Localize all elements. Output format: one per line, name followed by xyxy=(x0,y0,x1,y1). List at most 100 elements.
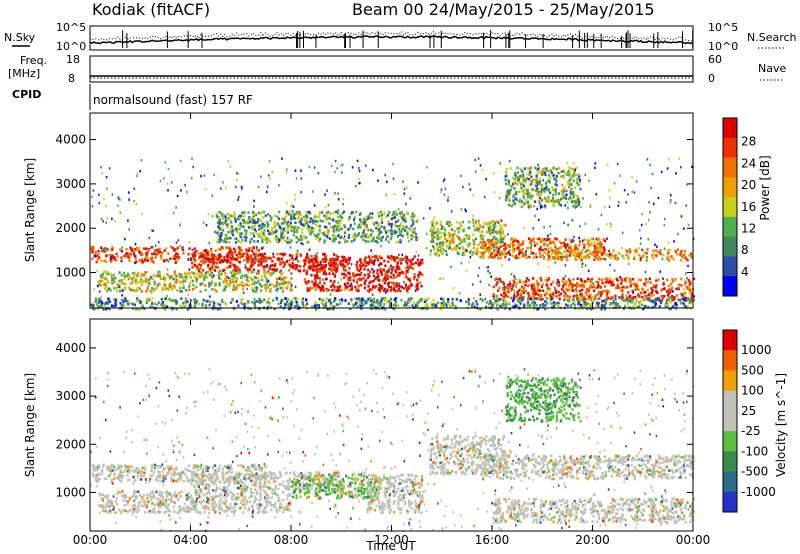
beam-date-title: Beam 00 24/May/2015 - 25/May/2015 xyxy=(352,0,655,19)
power-colorbar-tick: 16 xyxy=(741,200,756,214)
velocity-colorbar-tick: 25 xyxy=(741,404,756,418)
nsearch-line xyxy=(89,30,694,42)
velocity-colorbar-tick: -100 xyxy=(741,444,768,458)
time-axis: 00:00 04:00 08:00 12:00 16:00 20:00 00:00 xyxy=(73,113,711,547)
freq-tick-top: 18 xyxy=(66,53,80,66)
velocity-colorbar-tick: -500 xyxy=(741,465,768,479)
freq-tick-bottom: 8 xyxy=(68,72,75,85)
velocity-colorbar-frame xyxy=(722,329,738,513)
velocity-ytick-label: 1000 xyxy=(55,485,86,499)
velocity-yaxis: 4000 3000 2000 1000 xyxy=(55,341,693,499)
power-yaxis: 4000 3000 2000 1000 xyxy=(55,133,693,280)
x-tick-label: 08:00 xyxy=(274,533,309,547)
power-echo-band xyxy=(90,296,695,311)
x-tick-label: 04:00 xyxy=(173,533,208,547)
velocity-colorbar-swatch xyxy=(723,390,737,412)
power-colorbar-swatch xyxy=(723,177,737,198)
nave-tick-top: 60 xyxy=(708,53,722,66)
power-colorbar-tick: 12 xyxy=(741,222,756,236)
power-echo-band xyxy=(492,277,696,302)
x-tick-label: 00:00 xyxy=(676,533,711,547)
velocity-colorbar-swatch xyxy=(723,431,737,452)
velocity-panel: 4000 3000 2000 1000 Slant Range [km] 1000 50… xyxy=(23,318,788,533)
cpid-value: normalsound (fast) 157 RF xyxy=(93,93,253,107)
power-ytick-label: 4000 xyxy=(55,133,86,147)
nsky-tick-bottom: 10^0 xyxy=(56,40,86,53)
power-colorbar-tick: 24 xyxy=(741,156,756,170)
power-heatmap xyxy=(90,157,696,311)
nsearch-tick-top: 10^5 xyxy=(708,21,738,34)
velocity-echo-band xyxy=(479,453,695,481)
power-colorbar-tick: 20 xyxy=(741,178,756,192)
freq-label-line2: [MHz] xyxy=(8,67,40,80)
power-colorbar-swatch xyxy=(723,256,737,277)
velocity-colorbar-swatch xyxy=(723,451,737,472)
power-colorbar: 28 24 20 16 12 8 4 xyxy=(722,117,756,297)
x-axis-label: Time UT xyxy=(365,539,416,553)
velocity-echo-band xyxy=(291,473,381,500)
power-colorbar-swatch xyxy=(723,216,737,238)
power-colorbar-swatch xyxy=(723,276,737,297)
velocity-echo-band xyxy=(492,497,696,524)
velocity-frame xyxy=(89,318,694,532)
power-colorbar-swatch xyxy=(723,118,737,139)
power-ytick-label: 2000 xyxy=(55,221,86,235)
nsky-label: N.Sky xyxy=(4,31,36,44)
velocity-heatmap xyxy=(90,367,696,533)
velocity-colorbar: 1000 500 100 25 -25 -100 -500 -1000 xyxy=(722,329,776,513)
power-echo-band xyxy=(97,270,294,293)
freq-label-line1: Freq. xyxy=(20,54,47,67)
velocity-colorbar-tick: 100 xyxy=(741,384,764,398)
x-tick-label: 12:00 xyxy=(374,533,409,547)
power-scatter-noise xyxy=(91,157,695,310)
nsky-trace xyxy=(89,30,694,48)
velocity-colorbar-tick: 500 xyxy=(741,363,764,377)
velocity-ytick-label: 4000 xyxy=(55,341,86,355)
power-colorbar-swatch xyxy=(723,157,737,178)
x-tick-label: 20:00 xyxy=(575,533,610,547)
nsky-line xyxy=(89,35,694,45)
velocity-colorbar-swatch xyxy=(723,330,737,351)
nsearch-tick-bottom: 10^0 xyxy=(708,40,738,53)
velocity-colorbar-tick: -1000 xyxy=(741,485,776,499)
velocity-colorbar-swatch xyxy=(723,471,737,493)
power-colorbar-tick: 28 xyxy=(741,135,756,149)
power-colorbar-swatch xyxy=(723,137,737,158)
power-colorbar-tick: 8 xyxy=(741,243,749,257)
power-colorbar-frame xyxy=(722,117,738,297)
nave-tick-bottom: 0 xyxy=(708,72,715,85)
freq-frame xyxy=(89,55,694,83)
cpid-label: CPID xyxy=(12,88,41,101)
velocity-colorbar-tick: -25 xyxy=(741,424,761,438)
nsky-tick-top: 10^5 xyxy=(56,21,86,34)
freq-panel: Freq. [MHz] 18 8 60 0 Nave xyxy=(8,53,786,85)
velocity-colorbar-swatch xyxy=(723,350,737,371)
velocity-ylabel: Slant Range [km] xyxy=(23,373,37,477)
power-echo-band xyxy=(215,210,419,244)
power-ytick-label: 3000 xyxy=(55,177,86,191)
velocity-colorbar-tick: 1000 xyxy=(741,343,772,357)
velocity-colorbar-swatch xyxy=(723,491,737,513)
power-echo-band xyxy=(479,237,607,260)
velocity-colorbar-swatch xyxy=(723,370,737,392)
power-panel: 4000 3000 2000 1000 Slant Range [km] 28 24 20… xyxy=(23,112,772,311)
nave-label: Nave xyxy=(758,62,786,75)
power-echo-band xyxy=(504,166,582,209)
power-echo-band xyxy=(303,254,424,293)
nsky-panel: N.Sky 10^5 10^0 10^5 10^0 N.Search xyxy=(4,21,797,53)
velocity-colorbar-swatch xyxy=(723,410,737,432)
power-ytick-label: 1000 xyxy=(55,266,86,280)
x-tick-label: 00:00 xyxy=(73,533,108,547)
velocity-echo-band xyxy=(505,376,582,423)
power-colorbar-label: Power [dB] xyxy=(758,155,772,220)
power-colorbar-swatch xyxy=(723,197,737,218)
velocity-ytick-label: 2000 xyxy=(55,437,86,451)
power-echo-band xyxy=(542,248,693,262)
power-ylabel: Slant Range [km] xyxy=(23,158,37,262)
velocity-colorbar-label-text: Velocity [m s^-1] xyxy=(774,373,788,477)
velocity-echo-band xyxy=(366,473,424,515)
station-title: Kodiak (fitACF) xyxy=(92,0,210,19)
power-colorbar-swatch xyxy=(723,236,737,257)
velocity-colorbar-label: Velocity [m s^-1] xyxy=(774,373,788,477)
